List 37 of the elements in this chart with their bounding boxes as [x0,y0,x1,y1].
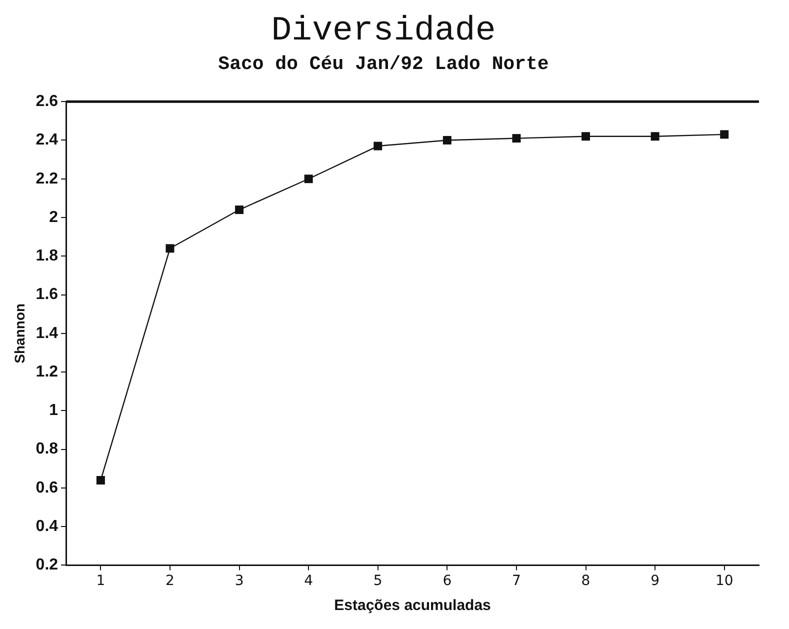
x-tick-label: 5 [373,573,382,590]
x-tick-label: 3 [234,573,244,590]
point [650,132,660,141]
y-tick-label: 0.6 [36,479,58,496]
point [304,174,313,184]
x-tick-label: 6 [442,573,452,590]
y-tick-label: 2 [49,208,58,226]
y-axis-title: Shannon [11,303,28,364]
point [374,142,382,150]
x-tick-label: 8 [581,573,590,590]
y-tick-label: 0.4 [36,518,58,535]
point [582,132,590,141]
x-tick-label: 9 [650,573,660,590]
y-tick-label: 1.6 [36,286,58,304]
y-tick-label: 0.8 [36,440,58,458]
y-tick-label: 1.2 [36,363,58,380]
y-tick-label: 1.8 [36,248,58,265]
point [442,136,452,144]
y-tick-label: 1 [49,402,58,420]
x-tick-label: 2 [166,573,174,590]
point [96,476,105,484]
point [166,244,174,253]
x-tick-label: 1 [96,573,106,590]
x-axis-title: Estações acumuladas [334,597,491,614]
x-tick-label: 7 [512,573,521,590]
point [720,130,729,139]
x-tick-label: 4 [304,573,314,590]
y-tick-label: 2.2 [36,170,58,188]
point [512,134,521,143]
chart-title: Diversidade [271,12,496,50]
chart-subtitle: Saco do Céu Jan/92 Lado Norte [218,52,549,75]
x-tick-label: 10 [715,573,734,590]
y-tick-label: 1.4 [36,324,58,342]
point [235,206,244,214]
y-tick-label: 0.2 [36,556,58,574]
y-tick-label: 2.4 [36,132,58,149]
y-tick-label: 2.6 [36,93,58,110]
